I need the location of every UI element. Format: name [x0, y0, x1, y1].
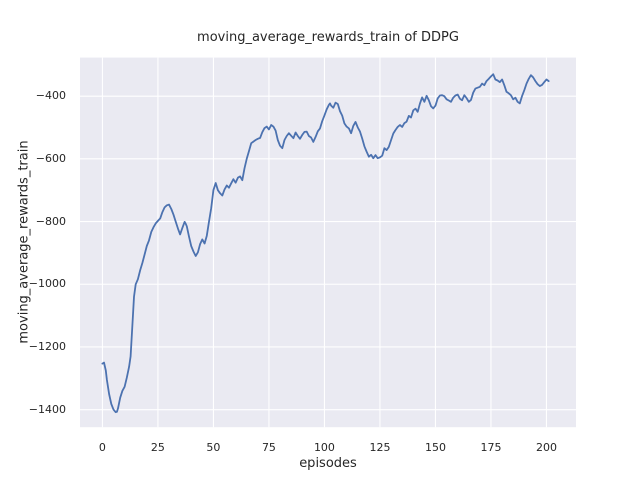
x-tick-label: 200 [535, 441, 557, 454]
y-axis-label: moving_average_rewards_train [16, 140, 32, 344]
x-tick-label: 25 [150, 441, 165, 454]
y-tick-label: −1400 [28, 402, 66, 416]
y-tick-label: −800 [35, 214, 66, 228]
x-tick-label: 100 [313, 441, 335, 454]
x-tick-label: 0 [98, 441, 106, 454]
chart-title: moving_average_rewards_train of DDPG [197, 30, 459, 45]
x-axis-label: episodes [299, 456, 357, 471]
x-tick-label: 150 [424, 441, 446, 454]
series-line [101, 73, 550, 414]
x-tick-label: 50 [206, 441, 221, 454]
x-tick-label: 175 [480, 441, 502, 454]
y-tick-label: −1000 [28, 277, 66, 291]
y-tick-label: −400 [35, 89, 66, 103]
x-tick-label: 75 [261, 441, 276, 454]
x-tick-label: 125 [369, 441, 391, 454]
y-tick-label: −1200 [28, 339, 66, 353]
plot-background [80, 57, 576, 428]
y-tick-label: −600 [35, 151, 66, 165]
